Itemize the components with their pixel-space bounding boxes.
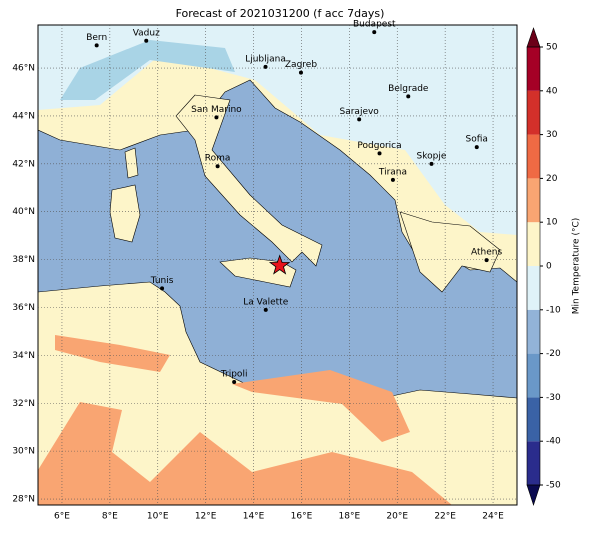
city-label: Vaduz [133,28,160,38]
x-tick-label: 22°E [434,512,456,522]
city-dot [160,286,165,291]
colorbar-tick-label: 20 [546,174,558,184]
city-label: Bern [86,33,107,43]
city-label: Zagreb [285,60,317,70]
city-label: Podgorica [357,141,401,151]
colorbar-tick-label: 30 [546,130,558,140]
colorbar-band [527,222,540,266]
colorbar-tick-label: -40 [546,437,561,447]
title: Forecast of 2021031200 (f acc 7days) [176,7,385,20]
city-dot [263,64,268,69]
y-tick-label: 46°N [12,64,35,74]
y-tick-label: 30°N [12,447,35,457]
colorbar-tick-label: -20 [546,349,561,359]
city-dot [263,307,268,312]
city-dot [429,161,434,166]
y-tick-label: 42°N [12,159,35,169]
city-label: Belgrade [388,84,429,94]
colorbar-over [526,27,541,48]
colorbar-band [527,47,540,91]
y-tick-label: 34°N [12,351,35,361]
city-label: San Marino [191,105,242,115]
city-dot [377,151,382,156]
city-dot [390,177,395,182]
colorbar-tick-label: 50 [546,43,558,53]
city-label: Tripoli [220,369,248,379]
city-dot [474,145,479,150]
y-tick-label: 36°N [12,303,35,313]
y-tick-label: 44°N [12,111,35,121]
city-label: Tirana [378,167,407,177]
colorbar-band [527,90,540,135]
colorbar-band [527,309,540,354]
colorbar-band [527,441,540,485]
city-label: Ljubljana [245,54,286,64]
x-tick-label: 6°E [54,512,70,522]
city-dot [298,70,303,75]
city-dot [94,43,99,48]
x-tick-label: 24°E [482,512,504,522]
y-tick-label: 32°N [12,399,35,409]
x-tick-label: 12°E [195,512,217,522]
city-label: Sofia [466,135,488,145]
x-tick-label: 10°E [147,512,169,522]
colorbar-tick-label: 0 [546,262,552,272]
city-dot [144,38,149,43]
city-dot [232,379,237,384]
city-label: Sarajevo [340,107,380,117]
city-label: Athens [471,248,502,258]
y-tick-label: 40°N [12,207,35,217]
city-dot [214,115,219,120]
colorbar-band [527,134,540,179]
city-dot [215,164,220,169]
colorbar-band [527,353,540,398]
x-tick-label: 8°E [102,512,118,522]
x-tick-label: 20°E [386,512,408,522]
map-frame [37,24,518,506]
city-label: La Valette [243,297,288,307]
city-dot [372,30,377,35]
colorbar-band [527,178,540,223]
city-dot [406,94,411,99]
x-tick-label: 14°E [243,512,265,522]
colorbar-band [527,266,540,310]
colorbar-label: Min Temperature (°C) [572,218,582,315]
city-label: Budapest [353,20,396,30]
colorbar-tick-label: 40 [546,86,558,96]
city-label: Roma [205,154,231,164]
city-dot [484,258,489,263]
colorbar-tick-label: -30 [546,393,561,403]
y-tick-label: 38°N [12,255,35,265]
colorbar-tick-label: -50 [546,481,561,491]
colorbar-tick-label: -10 [546,305,561,315]
x-tick-label: 16°E [291,512,313,522]
city-dot [357,117,362,122]
map-field [38,25,517,505]
colorbar-tick-label: 10 [546,218,558,228]
y-tick-label: 28°N [12,495,35,505]
city-label: Tunis [150,276,174,286]
colorbar-band [527,397,540,442]
x-tick-label: 18°E [339,512,361,522]
event-marker [268,254,291,275]
city-label: Skopje [417,151,447,161]
colorbar-under [526,484,541,506]
